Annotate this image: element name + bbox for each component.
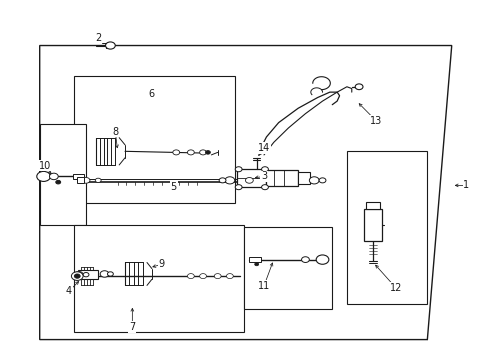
Polygon shape <box>40 125 86 225</box>
Circle shape <box>219 178 225 183</box>
Circle shape <box>235 167 242 172</box>
Polygon shape <box>74 76 234 203</box>
Circle shape <box>245 177 253 183</box>
Circle shape <box>37 171 50 181</box>
Circle shape <box>199 150 206 155</box>
Polygon shape <box>40 45 451 339</box>
Circle shape <box>235 185 242 190</box>
Circle shape <box>187 150 194 155</box>
Circle shape <box>74 274 80 278</box>
Circle shape <box>172 150 179 155</box>
Text: 7: 7 <box>129 322 135 332</box>
Circle shape <box>95 178 101 183</box>
Polygon shape <box>244 226 331 309</box>
Text: 4: 4 <box>66 286 72 296</box>
Circle shape <box>199 274 206 279</box>
Circle shape <box>82 177 90 183</box>
Text: 6: 6 <box>148 89 155 99</box>
Text: 14: 14 <box>257 143 269 153</box>
Circle shape <box>261 167 268 172</box>
Circle shape <box>309 177 319 184</box>
Text: 5: 5 <box>170 182 177 192</box>
Circle shape <box>354 84 362 90</box>
Circle shape <box>74 271 83 278</box>
Polygon shape <box>298 172 310 184</box>
Text: 13: 13 <box>369 116 382 126</box>
Text: 3: 3 <box>261 171 266 181</box>
Circle shape <box>71 272 83 280</box>
Circle shape <box>49 173 58 180</box>
Circle shape <box>187 274 194 279</box>
Bar <box>363 209 382 241</box>
Text: 10: 10 <box>39 161 51 171</box>
Polygon shape <box>237 169 266 187</box>
Circle shape <box>107 272 113 276</box>
Circle shape <box>319 178 325 183</box>
Bar <box>366 202 379 210</box>
Circle shape <box>254 263 258 266</box>
Circle shape <box>316 255 328 264</box>
Circle shape <box>56 180 61 184</box>
Text: 11: 11 <box>257 281 269 291</box>
Circle shape <box>224 177 234 184</box>
Circle shape <box>261 185 268 190</box>
Bar <box>78 270 98 279</box>
Bar <box>249 257 261 262</box>
Polygon shape <box>266 170 298 186</box>
Circle shape <box>83 273 89 277</box>
Circle shape <box>205 150 210 154</box>
Bar <box>77 177 84 183</box>
Polygon shape <box>74 225 244 332</box>
Text: 9: 9 <box>158 259 164 269</box>
Text: 8: 8 <box>112 127 118 136</box>
Circle shape <box>105 42 115 49</box>
Text: 1: 1 <box>462 180 468 190</box>
Text: 2: 2 <box>95 33 101 43</box>
Text: 12: 12 <box>388 283 401 293</box>
Bar <box>73 174 83 179</box>
Circle shape <box>301 257 309 262</box>
Circle shape <box>100 271 109 277</box>
Circle shape <box>226 274 233 279</box>
Circle shape <box>214 274 221 279</box>
Polygon shape <box>346 151 427 304</box>
